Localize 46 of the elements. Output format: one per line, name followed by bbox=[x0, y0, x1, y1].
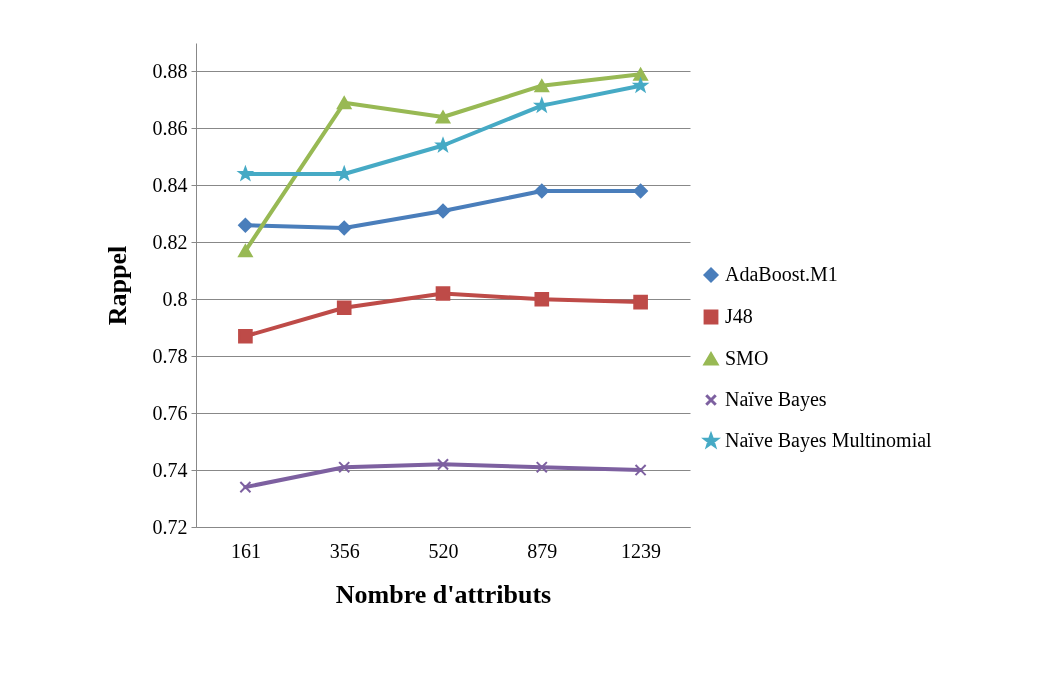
x-tick-label: 356 bbox=[329, 539, 360, 562]
point bbox=[534, 98, 549, 112]
point bbox=[435, 203, 451, 219]
y-tick-label: 0.88 bbox=[152, 59, 188, 82]
point bbox=[336, 96, 352, 110]
point bbox=[338, 461, 351, 474]
legend-label: J48 bbox=[725, 305, 753, 327]
y-tick-label: 0.86 bbox=[152, 116, 188, 139]
y-tick-label: 0.72 bbox=[152, 515, 188, 538]
point bbox=[633, 67, 648, 81]
x-tick-label: 161 bbox=[230, 539, 261, 562]
point bbox=[633, 183, 648, 199]
point bbox=[336, 220, 352, 236]
x-tick-label: 520 bbox=[428, 539, 459, 562]
y-axis-title: Rappel bbox=[102, 245, 132, 326]
point bbox=[238, 328, 253, 344]
point bbox=[436, 458, 450, 471]
x-tick-label: 879 bbox=[527, 539, 558, 562]
y-tick-label: 0.84 bbox=[152, 173, 188, 196]
y-tick-label: 0.82 bbox=[152, 230, 188, 253]
legend-label: Naïve Bayes bbox=[725, 388, 827, 411]
y-tick-label: 0.76 bbox=[152, 401, 188, 424]
point bbox=[634, 464, 647, 477]
legend-label: AdaBoost.M1 bbox=[725, 263, 838, 285]
point bbox=[435, 110, 451, 124]
point bbox=[238, 166, 253, 181]
y-tick-label: 0.8 bbox=[162, 287, 188, 310]
x-axis-title: Nombre d'attributs bbox=[335, 579, 552, 609]
point bbox=[336, 300, 352, 316]
point bbox=[435, 286, 451, 301]
legend-label: Naïve Bayes Multinomial bbox=[725, 429, 933, 452]
point bbox=[633, 294, 648, 310]
legend-label: SMO bbox=[725, 347, 769, 369]
x-tick-label: 1239 bbox=[621, 539, 662, 562]
point bbox=[534, 79, 550, 93]
point bbox=[239, 481, 252, 494]
point bbox=[534, 183, 550, 199]
point bbox=[238, 217, 253, 233]
y-tick-label: 0.78 bbox=[152, 344, 188, 367]
point bbox=[633, 78, 648, 92]
point bbox=[238, 244, 253, 258]
point bbox=[535, 461, 548, 474]
point bbox=[435, 138, 451, 152]
point bbox=[534, 291, 550, 307]
y-tick-label: 0.74 bbox=[152, 458, 188, 481]
point bbox=[337, 166, 352, 181]
